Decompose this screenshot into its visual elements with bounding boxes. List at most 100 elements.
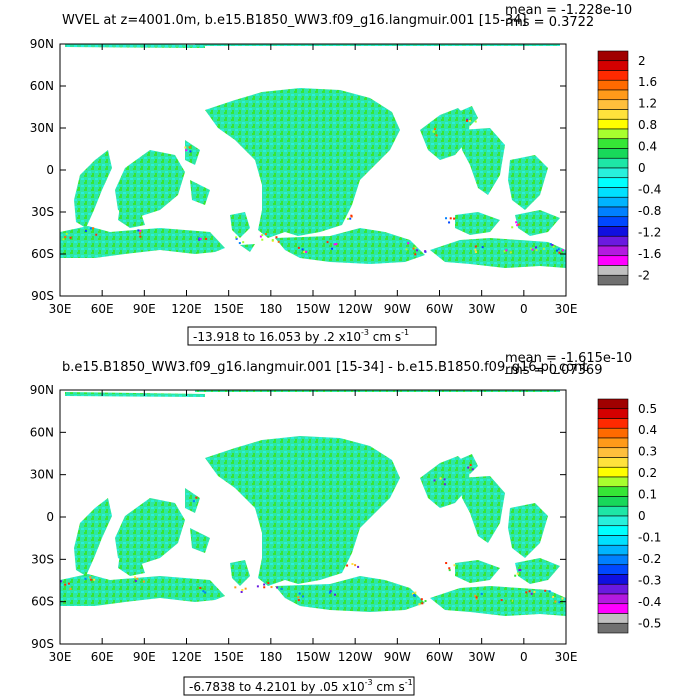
colorbar-label: -0.1 [638,530,661,544]
colorbar-swatch [597,486,629,497]
colorbar-swatch [597,128,629,140]
colorbar-swatch [597,216,629,227]
lat-tick-label: 30S [31,552,54,566]
panel-bottom-mean: mean = -1.615e-10 [505,351,632,366]
colorbar-swatch [597,447,629,458]
lon-tick-label: 30E [555,302,578,316]
colorbar-swatch [597,622,629,634]
colorbar-label: 0.1 [638,488,657,502]
panel-bottom: b.e15.B1850_WW3.f09_g16.langmuir.001 [15… [0,350,700,700]
lon-tick-label: 60E [91,302,114,316]
colorbar-swatch [597,505,629,517]
lon-tick-label: 30E [49,302,72,316]
lat-tick-label: 60S [31,595,54,609]
colorbar-swatch [597,427,629,439]
lat-tick-label: 60N [30,425,54,439]
colorbar-swatch [597,398,629,410]
lat-tick-label: 60N [30,79,54,93]
colorbar-swatch [597,274,629,286]
colorbar-label: -0.4 [638,182,661,196]
colorbar-swatch [597,148,629,159]
colorbar-label: 0 [638,509,646,523]
colorbar-label: 0 [638,161,646,175]
colorbar-label: -0.4 [638,595,661,609]
colorbar-label: 0.3 [638,445,657,459]
colorbar-swatch [597,564,629,575]
colorbar-swatch [597,466,629,478]
colorbar-swatch [597,167,629,179]
colorbar-swatch [597,70,629,81]
lon-tick-label: 60W [426,302,453,316]
colorbar-swatch [597,177,629,188]
colorbar-label: 0.8 [638,118,657,132]
colorbar-swatch [597,554,629,566]
colorbar-swatch [597,138,629,149]
colorbar-swatch [597,118,629,130]
lon-tick-label: 30E [555,650,578,664]
panel-bottom-figure: b.e15.B1850_WW3.f09_g16.langmuir.001 [15… [30,351,661,696]
colorbar-swatch [597,196,629,208]
colorbar-swatch [597,226,629,237]
lat-tick-label: 60S [31,247,54,261]
lon-tick-label: 180 [259,650,282,664]
lon-tick-label: 150E [213,302,244,316]
colorbar-swatch [597,603,629,614]
colorbar-swatch [597,593,629,605]
lon-tick-label: 0 [520,650,528,664]
panel-top-figure: WVEL at z=4001.0m, b.e15.B1850_WW3.f09_g… [30,3,661,346]
panel-bottom-lat-axis: 90N 60N 30N 0 30S 60S 90S [30,383,566,651]
lon-tick-label: 60E [91,650,114,664]
colorbar-label: 0.2 [638,466,657,480]
colorbar-label: -0.3 [638,573,661,587]
lon-tick-label: 120W [338,302,373,316]
lat-tick-label: 90N [30,383,54,397]
colorbar-swatch [597,535,629,546]
colorbar-swatch [597,245,629,257]
colorbar-swatch [597,515,629,527]
svg-text:-13.918 to 16.053 by .2 x10-3: -13.918 to 16.053 by .2 x10-3 cm s-1 [193,328,409,344]
svg-text:-6.7838 to 4.2101 by .05 x10-3: -6.7838 to 4.2101 by .05 x10-3 cm s-1 [189,678,413,694]
colorbar-swatch [597,408,629,419]
lat-tick-label: 30S [31,205,54,219]
colorbar-swatch [597,109,629,120]
colorbar-swatch [597,89,629,101]
panel-top-map-data [60,44,566,268]
colorbar-label: 0.4 [638,140,657,154]
colorbar-label: -0.5 [638,616,661,630]
colorbar-swatch [597,99,629,110]
lon-tick-label: 120E [171,302,202,316]
colorbar-label: -2 [638,268,650,282]
lon-tick-label: 150E [213,650,244,664]
panel-bottom-map-data [60,390,566,616]
colorbar-label: 0.5 [638,402,657,416]
lon-tick-label: 90E [133,650,156,664]
colorbar-swatch [597,583,629,595]
colorbar-label: -1.6 [638,247,661,261]
panel-top: WVEL at z=4001.0m, b.e15.B1850_WW3.f09_g… [30,3,661,346]
panel-bottom-rms: rms = 0.07369 [505,363,602,378]
colorbar-label: -1.2 [638,225,661,239]
lon-tick-label: 90W [384,650,411,664]
panel-bottom-lon-axis: 30E 60E 90E 120E 150E 180 150W 120W 90W 60W 30W 0 30… [49,390,578,664]
panel-top-map-noise [62,118,564,256]
colorbar-label: 2 [638,54,646,68]
colorbar-swatch [597,457,629,468]
colorbar-swatch [597,496,629,507]
colorbar-swatch [597,60,629,71]
panel-top-rms: rms = 0.3722 [505,15,594,30]
colorbar-label: 1.2 [638,97,657,111]
colorbar-label: 0.4 [638,423,657,437]
lat-tick-label: 0 [46,163,54,177]
lon-tick-label: 90E [133,302,156,316]
colorbar-label: 1.6 [638,75,657,89]
colorbar-swatch [597,157,629,169]
lon-tick-label: 180 [259,302,282,316]
lon-tick-label: 150W [296,302,331,316]
lon-tick-label: 30W [468,302,495,316]
panel-bottom-range-box: -6.7838 to 4.2101 by .05 x10-3 cm s-1 [183,676,415,696]
colorbar-swatch [597,525,629,536]
panel-bottom-colorbar: 0.5 0.4 0.3 0.2 0.1 0 -0.1 -0.2 -0.3 -0.4 -0.5 [597,398,661,634]
colorbar-swatch [597,437,629,449]
lon-tick-label: 60W [426,650,453,664]
colorbar-swatch [597,50,629,62]
